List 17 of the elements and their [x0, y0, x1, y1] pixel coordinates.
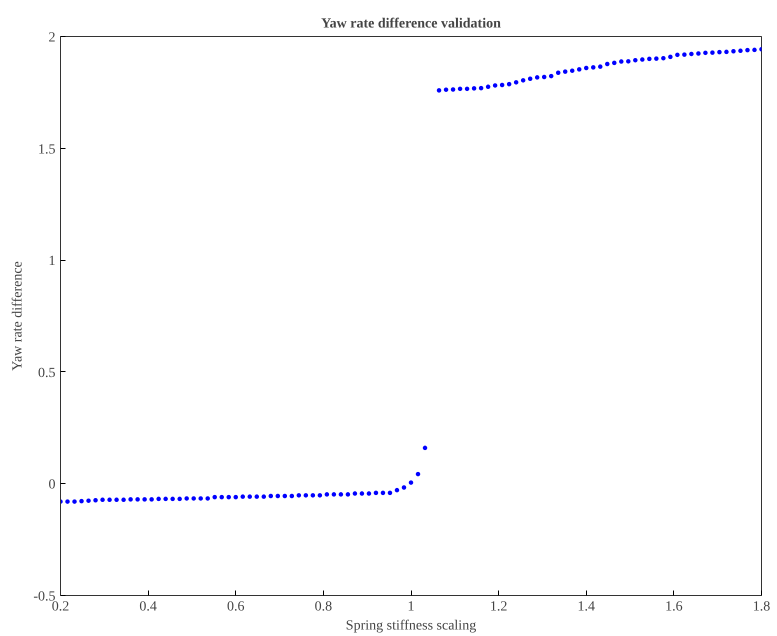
x-tick-label: 0.6 [227, 600, 244, 614]
y-tick-label: 1 [48, 254, 56, 270]
y-axis-title: Yaw rate difference [10, 261, 26, 371]
y-tick-label: 2 [48, 30, 56, 46]
x-tick-label: 1.6 [665, 600, 683, 614]
x-tick-label: 0.4 [139, 600, 157, 614]
x-tick-label: 0.2 [52, 600, 70, 614]
y-tick-label: 0.5 [38, 366, 56, 381]
x-tick-label: 1.8 [752, 600, 770, 614]
x-axis-title: Spring stiffness scaling [346, 618, 476, 634]
y-tick-label: 0 [48, 478, 56, 493]
x-tick-label: 0.8 [314, 600, 332, 614]
x-tick-label: 1.2 [490, 600, 508, 614]
y-tick-label: 1.5 [38, 142, 56, 158]
x-tick-label: 1 [408, 600, 414, 614]
x-tick-label: 1.4 [578, 600, 595, 614]
chart-title: Yaw rate difference validation [321, 16, 502, 32]
